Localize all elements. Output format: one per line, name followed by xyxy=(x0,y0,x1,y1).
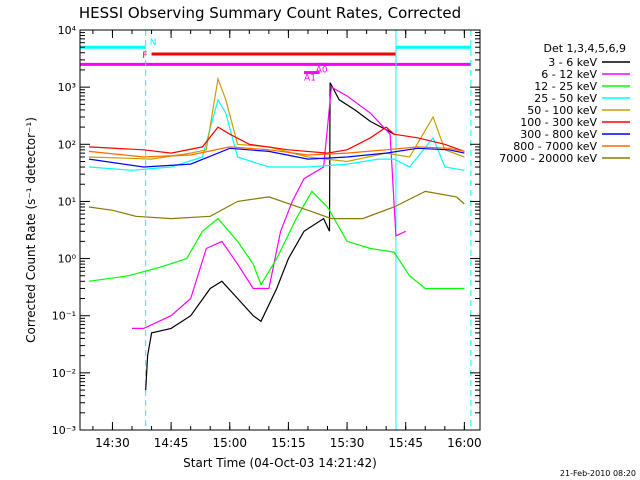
series-line xyxy=(88,190,465,290)
plot-frame xyxy=(79,29,481,431)
legend-title: Det 1,3,4,5,6,9 xyxy=(543,42,626,55)
y-tick-label: 10⁴ xyxy=(58,24,77,37)
legend-label: 12 - 25 keV xyxy=(534,80,597,93)
series-line xyxy=(145,82,395,391)
x-tick-label: 15:30 xyxy=(330,436,365,450)
y-tick-label: 10⁰ xyxy=(58,253,77,266)
series-line xyxy=(132,86,406,329)
x-axis: 14:30 14:45 15:00 15:15 15:30 15:45 16:00 xyxy=(92,30,482,450)
legend-label: 300 - 800 keV xyxy=(520,128,597,141)
x-tick-label: 15:15 xyxy=(271,436,306,450)
legend-label: 7000 - 20000 keV xyxy=(499,152,597,165)
x-tick-label: 14:30 xyxy=(95,436,130,450)
x-tick-label: 15:00 xyxy=(212,436,247,450)
x-axis-label: Start Time (04-Oct-03 14:21:42) xyxy=(183,456,377,470)
flag-label: N xyxy=(150,38,157,48)
legend-label: 3 - 6 keV xyxy=(548,56,597,69)
x-tick-label: 15:45 xyxy=(388,436,423,450)
legend-label: 800 - 7000 keV xyxy=(513,140,597,153)
flag-label: A0 xyxy=(316,65,328,75)
y-axis: 10⁻³ 10⁻² 10⁻¹ 10⁰ 10¹ 10² 10³ 10⁴ xyxy=(52,24,480,437)
y-tick-label: 10³ xyxy=(58,81,76,94)
x-tick-label: 14:45 xyxy=(154,436,189,450)
y-tick-label: 10² xyxy=(58,138,76,151)
series-layer xyxy=(88,76,465,391)
legend-label: 6 - 12 keV xyxy=(541,68,597,81)
x-tick-label: 16:00 xyxy=(447,436,482,450)
legend-label: 50 - 100 keV xyxy=(527,104,597,117)
series-line xyxy=(88,126,465,154)
chart-title: HESSI Observing Summary Count Rates, Cor… xyxy=(79,4,461,22)
series-line xyxy=(88,146,465,158)
flag-label: A1 xyxy=(304,74,316,84)
y-axis-label: Corrected Count Rate (s⁻¹ detector⁻¹) xyxy=(24,117,38,343)
legend-label: 25 - 50 keV xyxy=(534,92,597,105)
y-tick-label: 10⁻² xyxy=(52,367,76,380)
y-tick-label: 10⁻¹ xyxy=(52,310,76,323)
series-line xyxy=(88,98,465,171)
legend-label: 100 - 300 keV xyxy=(520,116,597,129)
series-line xyxy=(88,190,465,220)
y-tick-label: 10⁻³ xyxy=(52,424,76,437)
series-line xyxy=(88,147,465,168)
flag-label: F xyxy=(142,51,147,61)
footer-date: 21-Feb-2010 08:20 xyxy=(560,469,636,478)
y-tick-label: 10¹ xyxy=(58,195,76,208)
vertical-lines-layer xyxy=(79,30,472,430)
